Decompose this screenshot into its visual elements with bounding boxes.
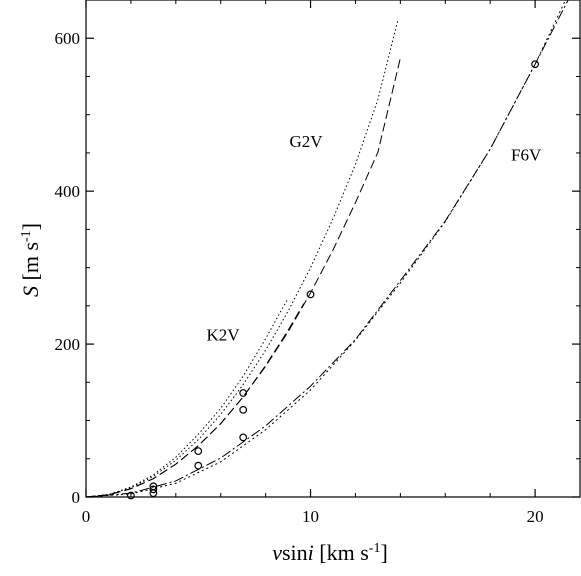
model-curve-f6v [85,0,567,498]
data-point-f6v [239,433,248,442]
y-tick-label: 200 [55,335,81,354]
fit-curve-g2v [85,57,401,498]
series-label-g2v: G2V [290,132,324,151]
data-point-g2v [239,405,248,414]
model-curve-g2v [85,18,399,498]
series-labels: K2V G2V F6V [206,132,542,344]
data-point-k2v [239,389,248,397]
y-tick-label: 600 [55,29,81,48]
data-point-g2v [194,461,203,470]
model-curve-k2v [85,297,289,498]
fit-curve-f6v [85,0,569,498]
series-label-f6v: F6V [511,146,542,165]
fit-curves [85,0,569,498]
data-points [127,60,539,500]
x-axis-title: vsini [km s-1] [272,540,388,565]
data-point-k2v [194,447,203,456]
y-axis-title: S [m s-1] [18,223,43,297]
plot-frame [85,0,581,498]
y-tick-label: 0 [72,488,81,507]
fit-curve-k2v [85,303,305,498]
data-point-f6v [531,60,539,69]
x-tick-label: 10 [302,507,319,526]
data-point-g2v [306,290,315,299]
x-tick-label: 20 [527,507,544,526]
axis-ticks [85,0,580,498]
x-tick-label: 0 [82,507,91,526]
series-label-k2v: K2V [206,325,240,344]
data-point-g2v [149,485,158,494]
y-tick-label: 400 [55,182,81,201]
data-point-k2v [127,491,135,500]
data-point-f6v [149,489,158,498]
